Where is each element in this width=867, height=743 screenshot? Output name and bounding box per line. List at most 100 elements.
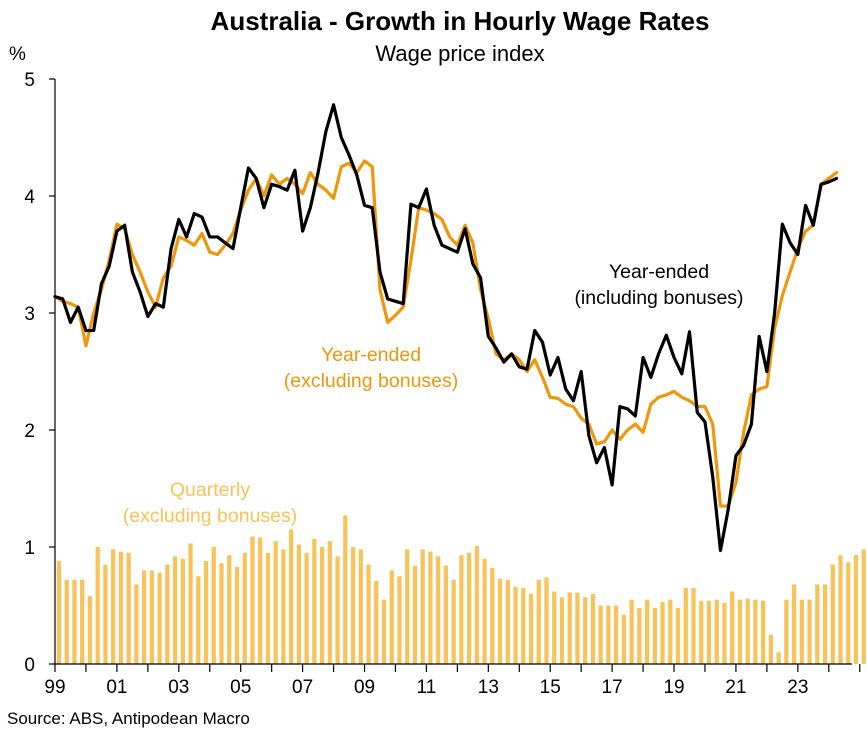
quarterly-bar (227, 555, 232, 664)
x-tick-label: 09 (354, 677, 375, 698)
y-tick-label: 4 (24, 187, 35, 208)
quarterly-bar (822, 584, 828, 664)
quarterly-bar (219, 563, 224, 664)
chart-subtitle: Wage price index (375, 41, 544, 66)
quarterly-bar (304, 552, 309, 664)
quarterly-bar (343, 515, 348, 664)
x-tick-label: 05 (230, 677, 251, 698)
y-tick-label: 1 (24, 538, 35, 559)
label-quarterly: Quarterly (excluding bonuses) (123, 479, 298, 527)
x-tick-label: 01 (106, 677, 127, 698)
quarterly-bar (141, 570, 147, 664)
quarterly-bar (459, 555, 464, 664)
y-tick-label: 2 (24, 421, 35, 442)
quarterly-bar (791, 584, 797, 664)
label-year-ended-excluding: Year-ended (excluding bonuses) (284, 344, 459, 392)
quarterly-bar (606, 605, 611, 664)
quarterly-bar (126, 552, 131, 664)
quarterly-bar (296, 544, 302, 664)
quarterly-bar (838, 555, 843, 664)
x-tick-label: 23 (787, 677, 808, 698)
quarterly-bar (598, 605, 603, 664)
quarterly-bar (134, 584, 139, 664)
quarterly-bar (211, 547, 216, 664)
quarterly-bar (505, 579, 510, 664)
quarterly-bar (583, 597, 588, 664)
label-excluding-line2: (excluding bonuses) (284, 370, 459, 392)
quarterly-bar (497, 578, 503, 664)
quarterly-bar (691, 587, 696, 664)
quarterly-bar (327, 541, 332, 664)
quarterly-bar (745, 598, 750, 664)
quarterly-bar (72, 579, 77, 664)
quarterly-bar (482, 558, 487, 664)
line-year-ended-including-bonuses (53, 103, 839, 553)
chart-title: Australia - Growth in Hourly Wage Rates (211, 6, 710, 36)
label-year-ended-including: Year-ended (including bonuses) (574, 261, 743, 309)
quarterly-bar (381, 599, 387, 664)
quarterly-bar (250, 536, 255, 664)
quarterly-bar (281, 549, 286, 664)
label-including-line1: Year-ended (609, 261, 709, 283)
quarterly-bar (853, 555, 859, 664)
quarterly-bars (56, 515, 866, 664)
quarterly-bar (289, 529, 294, 664)
x-tick-label: 21 (725, 677, 746, 698)
quarterly-bar (312, 538, 317, 664)
y-axis-unit-label: % (9, 44, 26, 65)
quarterly-bar (157, 572, 162, 664)
quarterly-bar (466, 552, 472, 664)
quarterly-bar (397, 576, 402, 664)
y-axis: 0 1 2 3 4 5 (24, 70, 56, 676)
x-tick-label: 99 (44, 677, 65, 698)
quarterly-bar (776, 652, 781, 664)
quarterly-bar (405, 549, 410, 664)
quarterly-bar (428, 551, 433, 664)
x-tick-label: 15 (540, 677, 561, 698)
quarterly-bar (521, 587, 526, 664)
y-tick-label: 5 (24, 70, 35, 91)
quarterly-bar (242, 552, 247, 664)
quarterly-bar (474, 545, 479, 664)
quarterly-bar (567, 592, 572, 664)
year-ended-lines (53, 103, 839, 553)
quarterly-bar (846, 562, 851, 664)
quarterly-bar (56, 561, 62, 664)
quarterly-bar (451, 579, 456, 664)
y-tick-label: 0 (24, 655, 35, 676)
quarterly-bar (436, 556, 441, 664)
x-tick-label: 07 (292, 677, 313, 698)
line-year-ended-excluding-bonuses (53, 159, 839, 508)
quarterly-bar (118, 551, 124, 664)
x-tick-label: 13 (478, 677, 499, 698)
quarterly-bar (761, 600, 766, 664)
quarterly-bar (149, 570, 154, 664)
y-tick-label: 3 (24, 304, 35, 325)
quarterly-bar (412, 565, 418, 664)
x-tick-label: 03 (168, 677, 189, 698)
label-quarterly-line1: Quarterly (170, 479, 250, 501)
quarterly-bar (652, 607, 657, 664)
quarterly-bar (180, 558, 185, 664)
quarterly-bar (265, 552, 271, 664)
quarterly-bar (80, 579, 85, 664)
quarterly-bar (861, 549, 866, 664)
quarterly-bar (737, 599, 743, 664)
quarterly-bar (335, 556, 340, 664)
x-tick-label: 11 (417, 677, 437, 698)
quarterly-bar (706, 600, 712, 664)
quarterly-bar (95, 547, 100, 664)
quarterly-bar (714, 599, 719, 664)
x-tick-label: 17 (602, 677, 623, 698)
label-quarterly-line2: (excluding bonuses) (123, 505, 298, 527)
quarterly-bar (590, 593, 596, 664)
quarterly-bar (552, 591, 557, 664)
quarterly-bar (722, 603, 727, 664)
quarterly-bar (350, 547, 356, 664)
quarterly-bar (513, 586, 518, 664)
quarterly-bar (64, 579, 69, 664)
quarterly-bar (358, 549, 363, 664)
label-including-line2: (including bonuses) (574, 287, 743, 309)
quarterly-bar (203, 561, 209, 664)
